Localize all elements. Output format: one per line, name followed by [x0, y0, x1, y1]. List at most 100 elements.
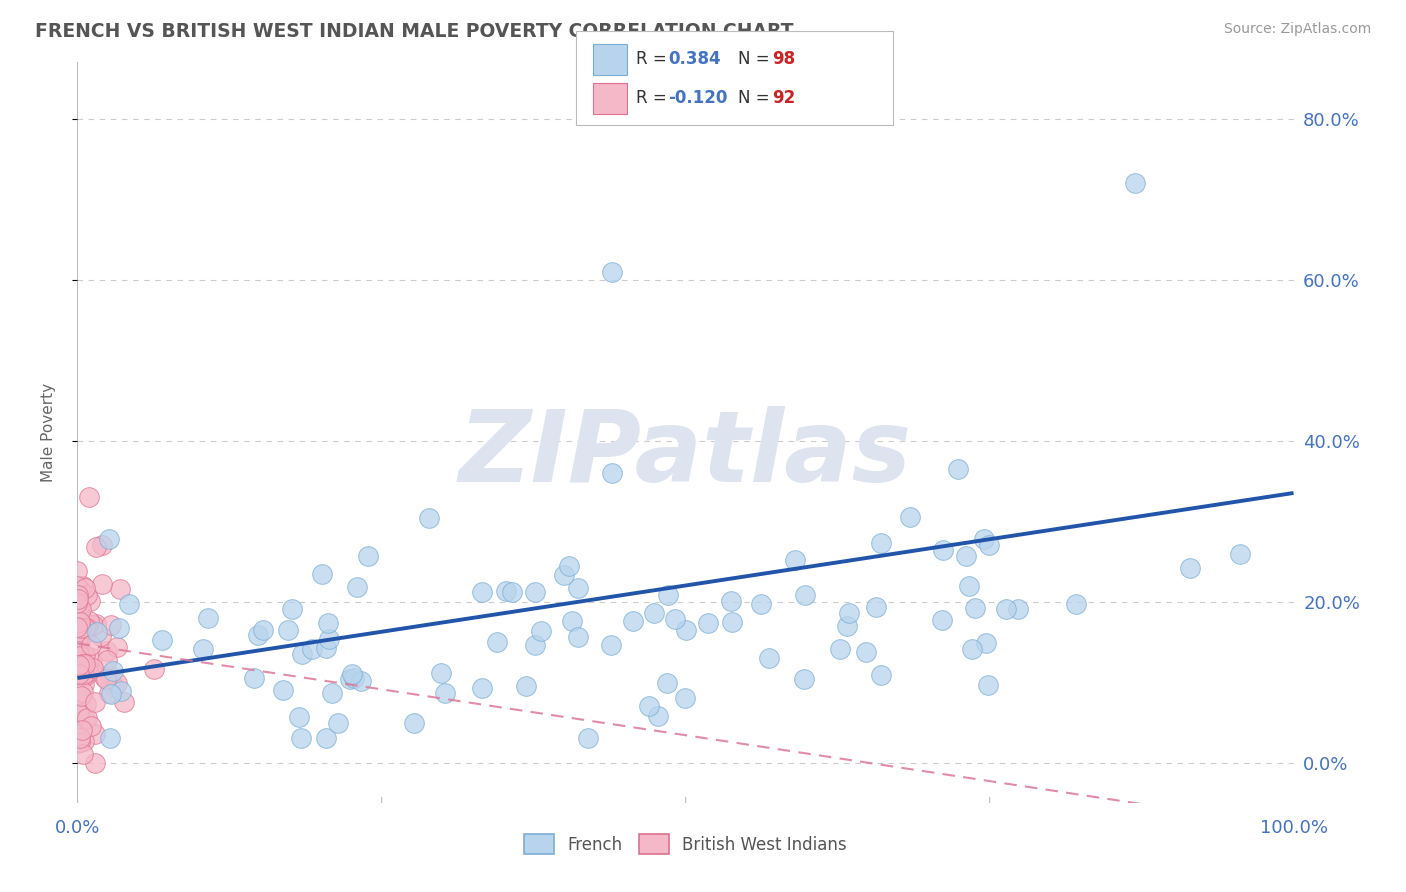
- Point: [80, 638, 103, 652]
- Point: [751, 597, 773, 611]
- Point: [77, 665, 100, 680]
- Point: [197, 611, 219, 625]
- Point: [470, 681, 492, 695]
- Point: [288, 710, 311, 724]
- Point: [418, 511, 440, 525]
- Point: [898, 509, 921, 524]
- Point: [101, 664, 124, 678]
- Point: [112, 695, 135, 709]
- Point: [869, 536, 891, 550]
- Legend: French, British West Indians: French, British West Indians: [517, 828, 853, 861]
- Point: [69, 615, 91, 629]
- Point: [994, 602, 1017, 616]
- Point: [76, 662, 98, 676]
- Point: [357, 549, 380, 563]
- Point: [75, 648, 97, 663]
- Point: [675, 623, 697, 637]
- Point: [277, 624, 299, 638]
- Point: [67, 707, 90, 722]
- Point: [69, 649, 91, 664]
- Point: [72, 733, 94, 747]
- Point: [1229, 547, 1251, 561]
- Point: [83, 727, 105, 741]
- Point: [70, 610, 93, 624]
- Point: [67, 630, 90, 644]
- Point: [664, 612, 686, 626]
- Point: [69, 647, 91, 661]
- Point: [321, 686, 343, 700]
- Point: [524, 638, 547, 652]
- Point: [558, 559, 581, 574]
- Point: [870, 668, 893, 682]
- Point: [696, 615, 718, 630]
- Point: [837, 619, 859, 633]
- Point: [979, 538, 1001, 552]
- Point: [271, 683, 294, 698]
- Point: [1064, 597, 1087, 611]
- Point: [643, 606, 665, 620]
- Point: [960, 642, 983, 657]
- Point: [90, 629, 112, 643]
- Point: [316, 615, 339, 630]
- Point: [75, 581, 97, 595]
- Point: [66, 665, 89, 680]
- Point: [70, 723, 93, 738]
- Point: [647, 708, 669, 723]
- Point: [84, 616, 107, 631]
- Text: N =: N =: [738, 89, 775, 107]
- Text: 92: 92: [772, 89, 796, 107]
- Text: 98: 98: [772, 51, 794, 69]
- Point: [98, 686, 121, 700]
- Point: [72, 685, 94, 699]
- Point: [67, 657, 90, 672]
- Point: [76, 711, 98, 725]
- Point: [346, 580, 368, 594]
- Point: [72, 578, 94, 592]
- Point: [67, 667, 90, 681]
- Point: [72, 628, 94, 642]
- Point: [86, 624, 108, 639]
- Point: [103, 680, 125, 694]
- Point: [349, 674, 371, 689]
- Point: [973, 533, 995, 547]
- Point: [66, 564, 89, 578]
- Point: [576, 731, 599, 746]
- Point: [96, 644, 118, 658]
- Point: [66, 620, 89, 634]
- Point: [602, 265, 624, 279]
- Point: [955, 549, 977, 563]
- Point: [69, 735, 91, 749]
- Point: [339, 673, 361, 687]
- Point: [657, 588, 679, 602]
- Point: [84, 756, 107, 770]
- Point: [98, 532, 121, 546]
- Point: [932, 543, 955, 558]
- Point: [675, 691, 697, 706]
- Point: [75, 697, 97, 711]
- Point: [98, 669, 121, 683]
- Point: [72, 625, 94, 640]
- Point: [515, 679, 537, 693]
- Point: [105, 640, 128, 655]
- Point: [96, 653, 118, 667]
- Point: [855, 645, 877, 659]
- Point: [567, 581, 589, 595]
- Point: [67, 644, 90, 658]
- Point: [66, 642, 89, 657]
- Point: [100, 687, 122, 701]
- Point: [67, 588, 90, 602]
- Point: [252, 623, 274, 637]
- Point: [73, 621, 96, 635]
- Point: [82, 618, 104, 632]
- Point: [340, 666, 363, 681]
- Point: [242, 671, 264, 685]
- Point: [1125, 176, 1147, 190]
- Point: [553, 568, 575, 582]
- Point: [73, 666, 96, 681]
- Text: 0.384: 0.384: [668, 51, 720, 69]
- Text: FRENCH VS BRITISH WEST INDIAN MALE POVERTY CORRELATION CHART: FRENCH VS BRITISH WEST INDIAN MALE POVER…: [35, 22, 793, 41]
- Text: -0.120: -0.120: [668, 89, 727, 107]
- Point: [291, 647, 314, 661]
- Point: [67, 624, 90, 639]
- Point: [70, 689, 93, 703]
